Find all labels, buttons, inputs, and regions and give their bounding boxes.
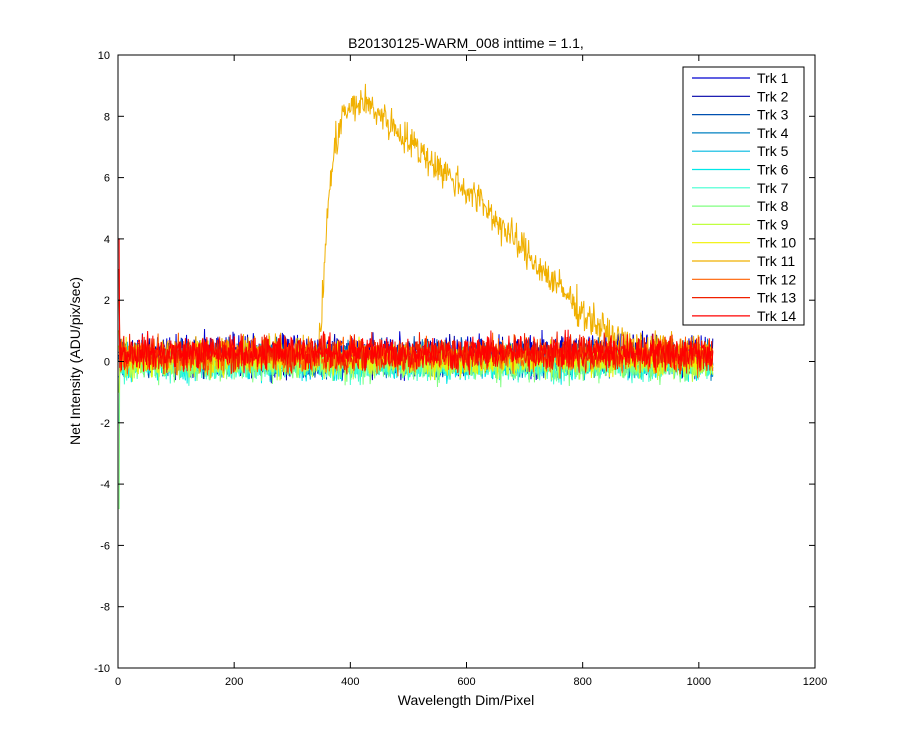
y-tick-label: -6 <box>100 540 110 552</box>
legend-label: Trk 3 <box>757 107 789 123</box>
y-tick-label: 4 <box>104 234 110 246</box>
x-ticks: 0 200 400 600 800 1000 1200 <box>115 55 827 688</box>
legend-label: Trk 7 <box>757 180 789 196</box>
chart-title: B20130125-WARM_008 inttime = 1.1, <box>348 35 584 51</box>
x-tick-label: 800 <box>573 676 591 688</box>
x-tick-label: 600 <box>457 676 475 688</box>
y-tick-label: -4 <box>100 479 110 491</box>
y-tick-label: 8 <box>104 111 110 123</box>
x-tick-label: 1000 <box>687 676 711 688</box>
series-layer <box>118 83 714 510</box>
legend-label: Trk 13 <box>757 290 796 306</box>
legend-label: Trk 14 <box>757 308 796 324</box>
legend-label: Trk 1 <box>757 70 789 86</box>
y-tick-label: 0 <box>104 357 110 369</box>
y-tick-label: 2 <box>104 295 110 307</box>
legend-label: Trk 11 <box>757 253 795 269</box>
legend-label: Trk 2 <box>757 88 789 104</box>
legend: Trk 1 Trk 2 Trk 3 Trk 4 Trk 5 Trk 6 Trk 7 Trk 8… <box>682 66 805 326</box>
y-tick-label: -8 <box>100 602 110 614</box>
y-tick-label: -10 <box>94 663 110 675</box>
legend-label: Trk 9 <box>757 216 789 232</box>
legend-label: Trk 10 <box>757 235 796 251</box>
legend-box <box>682 66 805 326</box>
x-tick-label: 1200 <box>803 676 827 688</box>
x-tick-label: 0 <box>115 676 121 688</box>
y-tick-label: 10 <box>98 50 110 62</box>
legend-label: Trk 5 <box>757 143 789 159</box>
legend-label: Trk 12 <box>757 271 796 287</box>
x-axis-label: Wavelength Dim/Pixel <box>398 692 534 708</box>
x-tick-label: 400 <box>341 676 359 688</box>
legend-label: Trk 8 <box>757 198 789 214</box>
legend-label: Trk 4 <box>757 125 789 141</box>
y-tick-label: 6 <box>104 173 110 185</box>
x-tick-label: 200 <box>225 676 243 688</box>
y-ticks: -10 -8 -6 -4 -2 0 2 4 6 8 10 <box>94 50 815 675</box>
y-tick-label: -2 <box>100 418 110 430</box>
series-line-trk-14 <box>118 238 714 374</box>
y-axis-label: Net Intensity (ADU/pix/sec) <box>67 277 83 445</box>
legend-label: Trk 6 <box>757 162 789 178</box>
